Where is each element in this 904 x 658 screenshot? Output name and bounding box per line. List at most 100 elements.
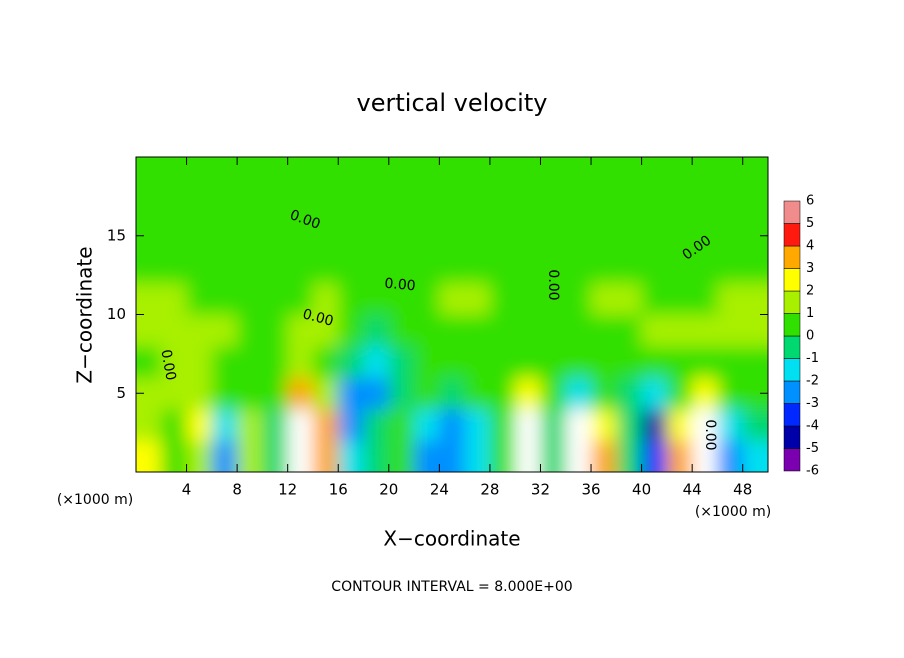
x-tick-label: 32: [531, 481, 550, 499]
field-cell: [338, 251, 365, 284]
colorbar-swatch: [783, 448, 801, 472]
colorbar-label: 1: [806, 306, 814, 321]
x-tick-label: 16: [329, 481, 348, 499]
field-cell: [742, 346, 768, 378]
field-cell: [489, 314, 516, 347]
field-cell: [489, 157, 516, 189]
field-cell: [464, 251, 491, 284]
field-cell: [136, 314, 162, 347]
x-tick-label: 8: [232, 481, 242, 499]
field-cell: [489, 251, 516, 284]
field-cell: [692, 377, 718, 410]
field-cell: [439, 346, 466, 378]
field-cell: [692, 409, 718, 441]
field-cell: [312, 314, 339, 347]
colorbar-label: 5: [806, 216, 814, 231]
field-cell: [464, 440, 491, 472]
field-cell: [591, 377, 617, 410]
field-cell: [287, 346, 314, 378]
field-cell: [414, 346, 440, 378]
field-cell: [717, 220, 744, 252]
field-cell: [161, 188, 188, 221]
field-cell: [692, 314, 718, 347]
field-cell: [515, 188, 541, 221]
field-cell: [186, 283, 213, 315]
field-cell: [338, 440, 365, 472]
field-cell: [742, 251, 768, 284]
field-cell: [211, 409, 238, 441]
field-cell: [161, 314, 188, 347]
field-cell: [591, 220, 617, 252]
field-cell: [186, 220, 213, 252]
field-cell: [540, 188, 567, 221]
field-cell: [540, 157, 567, 189]
field-cell: [489, 346, 516, 378]
field-cell: [717, 188, 744, 221]
field-cell: [616, 346, 643, 378]
x-tick-label: 28: [480, 481, 499, 499]
field-cell: [338, 409, 365, 441]
field-cell: [641, 220, 668, 252]
field-cell: [388, 251, 415, 284]
colorbar-swatch: [783, 358, 801, 382]
field-cell: [363, 283, 390, 315]
field-cell: [136, 283, 162, 315]
field-cell: [616, 440, 643, 472]
field-cell: [312, 188, 339, 221]
field-cell: [211, 440, 238, 472]
field-cell: [414, 283, 440, 315]
field-cell: [338, 157, 365, 189]
field-cell: [287, 440, 314, 472]
field-cell: [515, 346, 541, 378]
field-cell: [641, 314, 668, 347]
field-cell: [565, 251, 592, 284]
field-cell: [363, 314, 390, 347]
field-cell: [312, 409, 339, 441]
field-cell: [338, 314, 365, 347]
field-cell: [692, 220, 718, 252]
field-cell: [742, 440, 768, 472]
field-cell: [489, 188, 516, 221]
field-cell: [363, 188, 390, 221]
field-cell: [414, 220, 440, 252]
field-cell: [692, 251, 718, 284]
field-cell: [540, 409, 567, 441]
colorbar-swatch: [783, 425, 801, 449]
cells: [136, 157, 768, 472]
field-cell: [161, 220, 188, 252]
field-cell: [414, 409, 440, 441]
field-cell: [186, 346, 213, 378]
field-cell: [439, 440, 466, 472]
field-cell: [439, 188, 466, 221]
field-cell: [565, 346, 592, 378]
field-cell: [565, 377, 592, 410]
field-cell: [616, 377, 643, 410]
field-cell: [591, 409, 617, 441]
field-cell: [616, 251, 643, 284]
field-cell: [136, 346, 162, 378]
field-cell: [439, 283, 466, 315]
field-cell: [363, 409, 390, 441]
field-cell: [540, 377, 567, 410]
field-cell: [540, 440, 567, 472]
field-cell: [237, 251, 263, 284]
field-cell: [565, 157, 592, 189]
field-cell: [666, 188, 693, 221]
field-cell: [312, 377, 339, 410]
field-cell: [641, 377, 668, 410]
field-cell: [717, 251, 744, 284]
field-cell: [439, 157, 466, 189]
field-cell: [641, 251, 668, 284]
field-cell: [641, 346, 668, 378]
field-cell: [489, 377, 516, 410]
field-cell: [262, 346, 289, 378]
field-cell: [666, 220, 693, 252]
field-cell: [414, 157, 440, 189]
field-cell: [565, 188, 592, 221]
field-cell: [591, 346, 617, 378]
field-cell: [312, 283, 339, 315]
field-cell: [186, 251, 213, 284]
field-cell: [439, 251, 466, 284]
field-cell: [641, 157, 668, 189]
field-cell: [262, 188, 289, 221]
